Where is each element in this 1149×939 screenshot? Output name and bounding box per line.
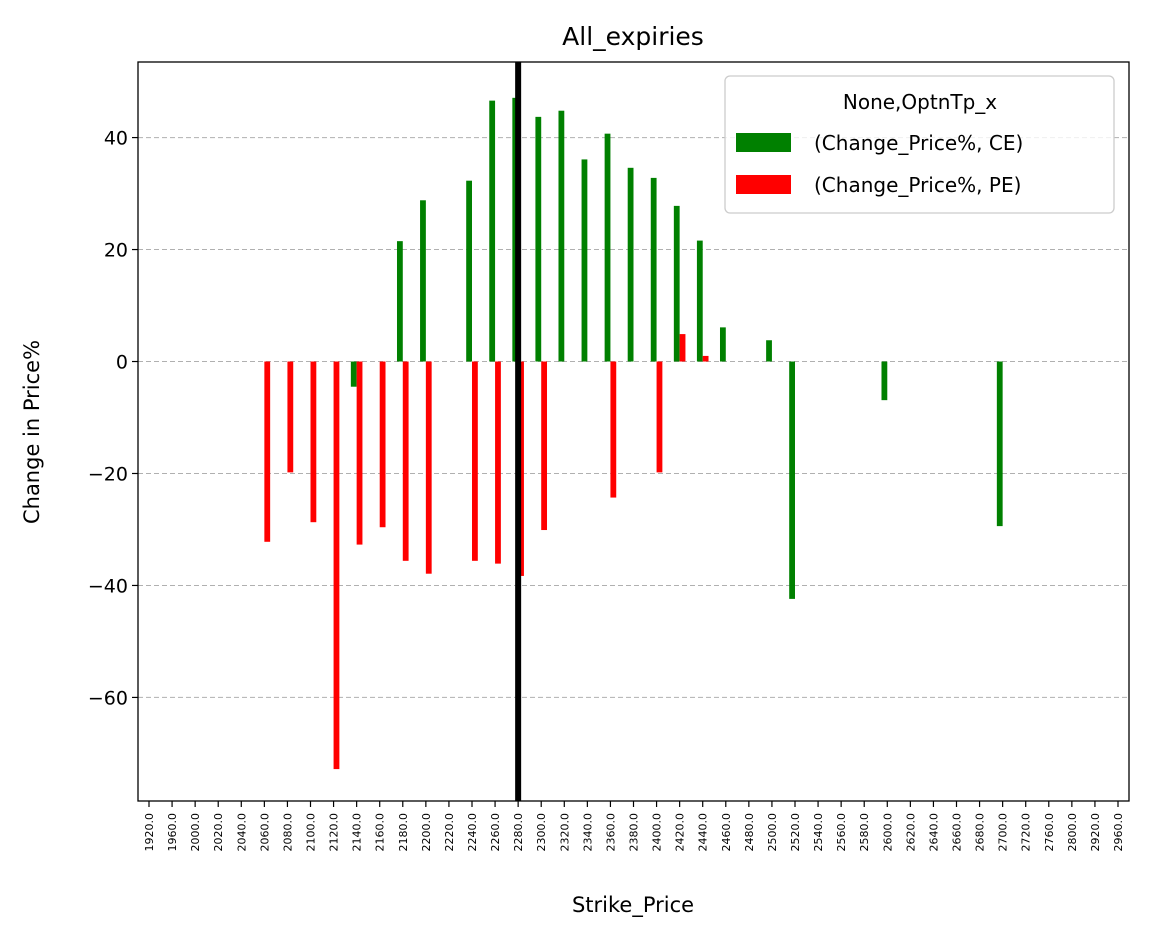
x-tick-label: 2920.0 (1089, 813, 1102, 852)
x-tick-label: 2560.0 (835, 813, 848, 852)
x-tick-label: 2140.0 (351, 813, 364, 852)
legend-label-pe: (Change_Price%, PE) (814, 173, 1021, 197)
bar-pe (495, 361, 501, 564)
y-tick-label: 0 (116, 352, 128, 374)
x-tick-label: 2340.0 (581, 813, 594, 852)
x-tick-label: 2520.0 (789, 813, 802, 852)
x-tick-label: 2400.0 (651, 813, 664, 852)
bar-pe (610, 361, 617, 498)
bar-ce (627, 167, 634, 362)
bar-ce (466, 180, 472, 362)
x-tick-label: 2000.0 (189, 813, 202, 852)
x-tick-label: 2620.0 (904, 813, 917, 852)
x-tick-label: 2500.0 (766, 813, 779, 852)
x-tick-label: 2300.0 (535, 813, 548, 852)
y-tick-label: −40 (88, 575, 128, 597)
bar-ce (881, 361, 888, 401)
x-tick-label: 2460.0 (720, 813, 733, 852)
x-tick-label: 2040.0 (235, 813, 248, 852)
x-tick-label: 2440.0 (697, 813, 710, 852)
tick-layer: 40 20 0 −20 −40 −60 1920.0 1960.0 2000.0 2020.0 20… (88, 128, 1125, 852)
x-tick-label: 2180.0 (397, 813, 410, 852)
bar-pe (287, 361, 294, 473)
bar-ce (719, 327, 726, 362)
y-tick-label: −20 (88, 463, 128, 485)
y-tick-label: 40 (104, 128, 128, 150)
bar-ce (581, 159, 588, 362)
x-tick-label: 2640.0 (927, 813, 940, 852)
x-tick-label: 2380.0 (628, 813, 641, 852)
bar-ce (604, 133, 611, 362)
x-tick-label: 2020.0 (212, 813, 225, 852)
bar-ce (535, 116, 542, 362)
legend-title: None,OptnTp_x (843, 90, 997, 114)
legend-swatch-ce (736, 133, 791, 152)
x-tick-label: 2580.0 (858, 813, 871, 852)
bar-ce (420, 200, 426, 362)
legend-label-ce: (Change_Price%, CE) (814, 131, 1023, 155)
x-tick-label: 2680.0 (974, 813, 987, 852)
x-tick-label: 2320.0 (558, 813, 571, 852)
legend-swatch-pe (736, 175, 791, 194)
x-tick-label: 2120.0 (328, 813, 341, 852)
x-tick-label: 2480.0 (743, 813, 756, 852)
bar-ce (650, 177, 657, 362)
x-tick-label: 2720.0 (1020, 813, 1033, 852)
legend-box (724, 75, 1115, 214)
bar-ce (558, 110, 565, 362)
bar-ce (696, 240, 703, 362)
bar-pe (356, 361, 363, 545)
chart-title: All_expiries (562, 22, 704, 51)
x-tick-label: 2760.0 (1043, 813, 1056, 852)
plot-frame (137, 61, 1130, 802)
bar-ce (766, 340, 772, 362)
x-tick-label: 2700.0 (997, 813, 1010, 852)
x-tick-label: 2260.0 (489, 813, 502, 852)
bar-pe (679, 334, 686, 362)
bar-ce (350, 361, 357, 387)
bar-pe (702, 355, 709, 362)
x-tick-label: 2200.0 (420, 813, 433, 852)
bar-ce (396, 241, 403, 362)
x-tick-label: 1920.0 (143, 813, 156, 852)
bar-pe (656, 361, 663, 473)
x-tick-label: 2660.0 (951, 813, 964, 852)
x-tick-label: 2240.0 (466, 813, 479, 852)
x-tick-label: 2600.0 (881, 813, 894, 852)
x-tick-label: 2960.0 (1112, 813, 1125, 852)
bar-pe (472, 361, 478, 561)
y-tick-label: −60 (88, 687, 128, 709)
bar-pe (333, 361, 340, 770)
x-tick-label: 2100.0 (305, 813, 318, 852)
x-tick-label: 1960.0 (166, 813, 179, 852)
y-tick-label: 20 (104, 240, 128, 262)
bar-pe (402, 361, 409, 561)
x-tick-label: 2800.0 (1066, 813, 1079, 852)
bar-pe (264, 361, 271, 542)
y-axis-label: Change in Price% (20, 340, 44, 524)
x-tick-label: 2160.0 (374, 813, 387, 852)
legend: None,OptnTp_x (Change_Price%, CE) (Chang… (724, 75, 1115, 214)
x-tick-label: 2420.0 (674, 813, 687, 852)
bar-pe (425, 361, 432, 574)
bar-layer (264, 62, 1003, 801)
x-tick-label: 2280.0 (512, 813, 525, 852)
bar-pe (541, 361, 548, 531)
bar-ce (789, 361, 795, 599)
bar-pe (379, 361, 386, 528)
x-tick-label: 2360.0 (604, 813, 617, 852)
x-tick-label: 2540.0 (812, 813, 825, 852)
bar-ce (996, 361, 1003, 527)
bar-ce (489, 100, 496, 362)
bar-ce (673, 205, 680, 362)
x-tick-label: 2080.0 (281, 813, 294, 852)
x-tick-label: 2060.0 (258, 813, 271, 852)
x-tick-label: 2220.0 (443, 813, 456, 852)
x-axis-label: Strike_Price (572, 893, 694, 918)
bar-pe (310, 361, 317, 523)
